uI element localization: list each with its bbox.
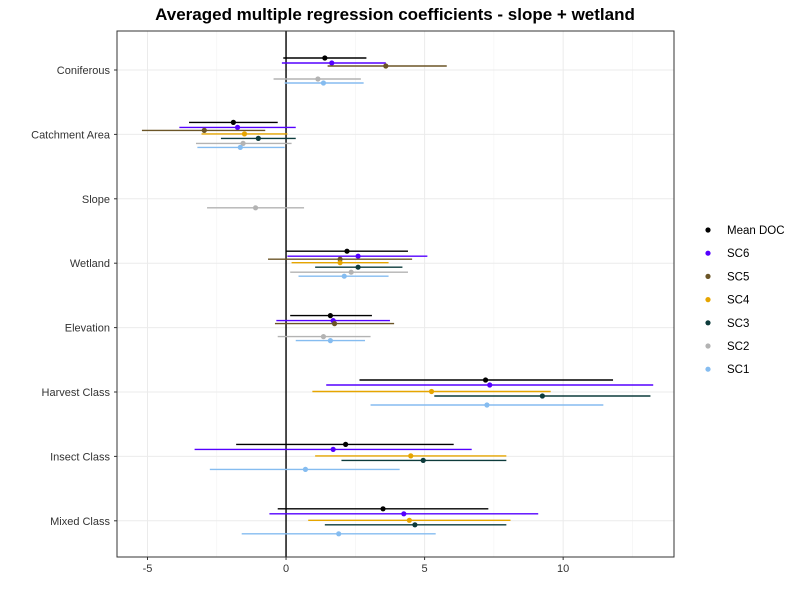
estimate-point: [240, 140, 246, 146]
y-tick-label: Coniferous: [57, 65, 111, 77]
estimate-point: [401, 511, 407, 517]
y-tick-label: Slope: [82, 194, 110, 206]
legend-item: SC6: [705, 248, 749, 260]
estimate-point: [380, 506, 386, 512]
y-tick-label: Wetland: [70, 258, 110, 270]
estimate-point: [355, 264, 361, 270]
estimate-point: [406, 517, 412, 523]
estimate-point: [329, 60, 335, 66]
series-mean-doc: [189, 55, 614, 512]
estimate-point: [327, 338, 333, 344]
estimate-point: [201, 127, 207, 133]
estimate-point: [241, 131, 248, 137]
estimate-point: [237, 144, 243, 150]
estimate-point: [255, 135, 261, 141]
estimate-point: [341, 273, 347, 279]
series-sc2: [195, 76, 408, 340]
estimate-point: [230, 119, 236, 125]
axis-layer: Coniferous Catchment Area Slope Wetland Elev…: [31, 65, 569, 575]
estimate-point: [322, 55, 328, 61]
legend-key: [705, 227, 711, 233]
estimate-point: [355, 253, 361, 259]
estimate-point: [302, 466, 309, 472]
y-tick-label: Mixed Class: [50, 516, 110, 528]
estimate-point: [343, 441, 349, 447]
estimate-point: [482, 377, 489, 383]
estimate-point: [337, 260, 343, 266]
x-tick-label: 10: [557, 563, 569, 575]
estimate-point: [344, 248, 350, 254]
estimate-point: [428, 388, 435, 395]
legend-item: SC2: [705, 341, 749, 353]
estimate-point: [408, 453, 414, 459]
estimate-point: [420, 457, 426, 463]
x-tick-label: 5: [422, 563, 428, 575]
estimate-point: [320, 80, 327, 86]
panel-border: [116, 30, 675, 558]
chart-title: Averaged multiple regression coefficient…: [155, 5, 635, 24]
estimate-point: [484, 402, 490, 408]
series-sc6: [179, 60, 654, 517]
series-layer: [141, 55, 654, 537]
x-tick-label: -5: [143, 563, 153, 575]
estimate-point: [330, 446, 336, 452]
legend-label: SC1: [727, 364, 749, 376]
legend: Mean DOC SC6 SC5 SC4 SC3 SC2 SC1: [705, 225, 785, 376]
estimate-point: [383, 63, 389, 69]
legend-label: SC3: [727, 318, 749, 330]
series-sc1: [197, 80, 604, 537]
estimate-point: [234, 124, 241, 130]
legend-key: [705, 273, 711, 279]
legend-label: SC4: [727, 295, 750, 307]
estimate-point: [336, 531, 342, 537]
estimate-point: [327, 313, 333, 319]
estimate-point: [320, 334, 327, 340]
estimate-point: [252, 205, 259, 211]
y-tick-label: Elevation: [65, 323, 110, 335]
legend-item: SC4: [705, 295, 750, 307]
series-sc3: [220, 135, 651, 528]
legend-label: Mean DOC: [727, 225, 785, 237]
series-sc4: [201, 131, 551, 523]
x-tick-label: 0: [283, 563, 289, 575]
y-tick-label: Harvest Class: [42, 387, 111, 399]
legend-label: SC6: [727, 248, 749, 260]
legend-label: SC2: [727, 341, 749, 353]
legend-item: SC3: [705, 318, 749, 330]
legend-key: [705, 320, 711, 326]
estimate-point: [315, 76, 321, 82]
legend-key: [705, 297, 711, 303]
legend-item: SC1: [705, 364, 749, 376]
estimate-point: [331, 321, 338, 327]
legend-label: SC5: [727, 271, 749, 283]
y-tick-label: Catchment Area: [31, 129, 111, 141]
legend-item: Mean DOC: [705, 225, 785, 237]
panel-background: [117, 31, 674, 557]
legend-item: SC5: [705, 271, 749, 283]
estimate-point: [487, 382, 493, 388]
legend-key: [705, 250, 711, 256]
estimate-point: [539, 393, 545, 399]
legend-key: [705, 343, 711, 349]
series-sc5: [141, 63, 447, 327]
estimate-point: [412, 522, 418, 528]
estimate-point: [348, 269, 354, 275]
y-tick-label: Insect Class: [50, 451, 110, 463]
legend-key: [705, 366, 711, 372]
